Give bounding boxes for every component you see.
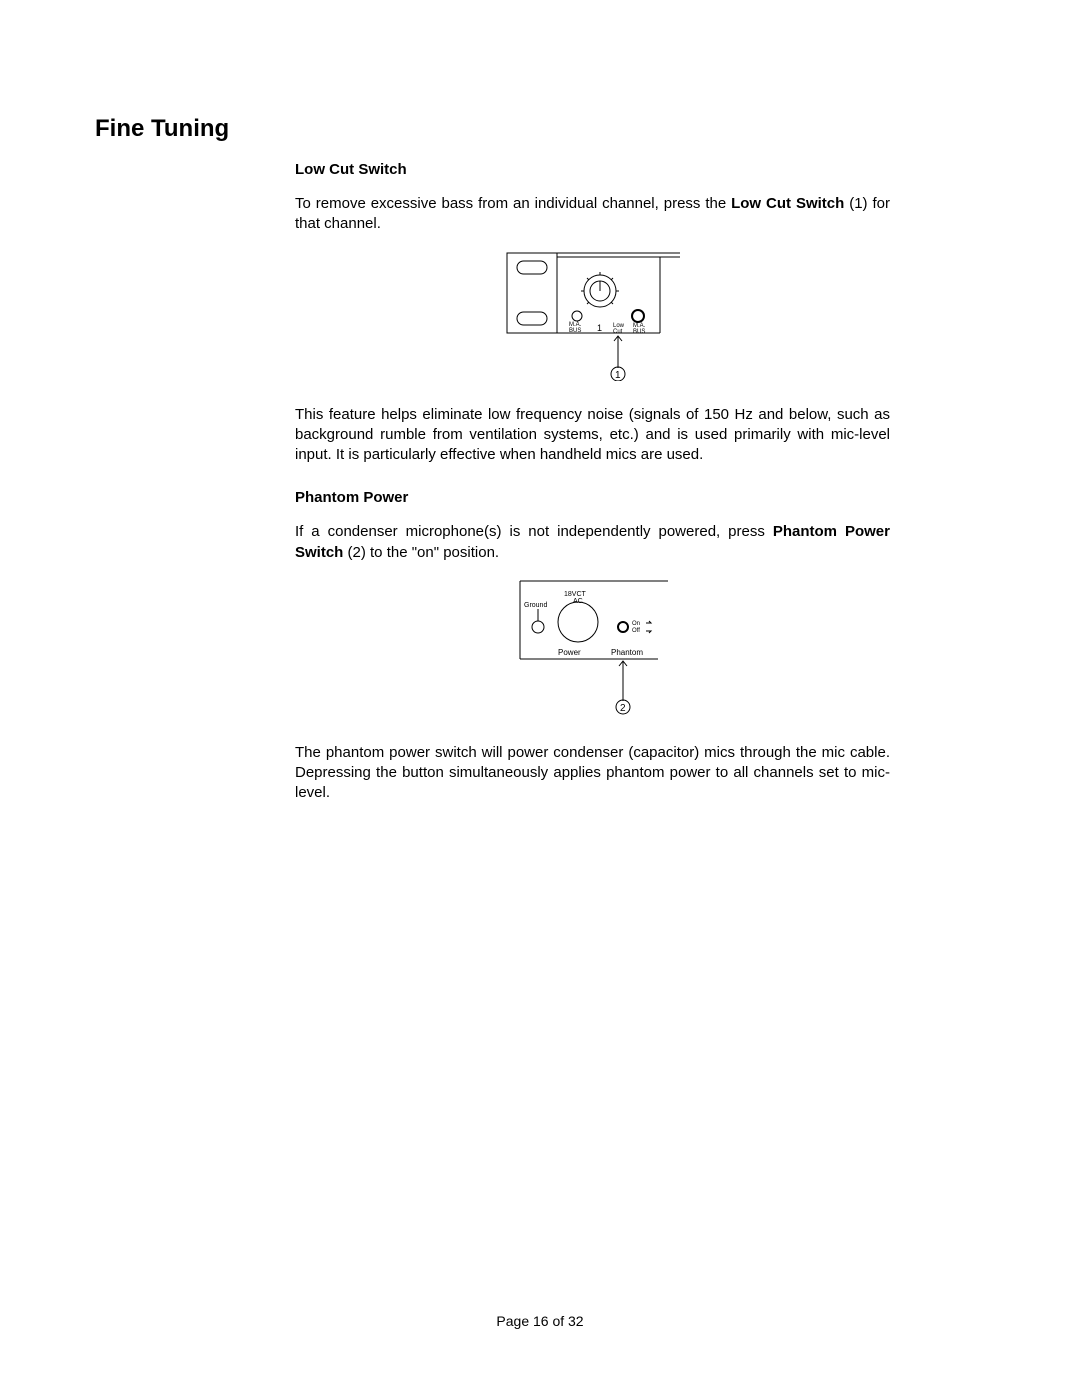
d2-lbl-power: Power (558, 648, 581, 657)
d2-callout: 2 (620, 703, 626, 714)
d2-lbl-on: On (632, 621, 640, 627)
diagram2: 18VCT AC Ground Power Phantom On Off 2 (518, 579, 668, 719)
d2-lbl-phantom: Phantom (611, 648, 643, 657)
section2-p1-a: If a condenser microphone(s) is not inde… (295, 523, 773, 540)
section1-heading: Low Cut Switch (295, 161, 890, 178)
d1-lbl-cut: Cut (613, 329, 623, 335)
content-area: Low Cut Switch To remove excessive bass … (295, 161, 890, 804)
d1-lbl-ch1: 1 (597, 323, 602, 333)
d1-lbl-bus1: BUS (569, 328, 581, 334)
page-title: Fine Tuning (95, 115, 985, 143)
section2-p2: The phantom power switch will power cond… (295, 743, 890, 804)
d1-lbl-bus2: BUS (633, 329, 645, 335)
diagram2-wrap: 18VCT AC Ground Power Phantom On Off 2 (295, 579, 890, 719)
page-footer: Page 16 of 32 (0, 1313, 1080, 1329)
d1-callout: 1 (615, 370, 621, 381)
d2-lbl-ac: AC (573, 598, 583, 605)
d2-lbl-18vct: 18VCT (564, 591, 587, 598)
d2-lbl-ground: Ground (524, 602, 547, 609)
section1-p1: To remove excessive bass from an individ… (295, 194, 890, 235)
diagram1-wrap: M.A. BUS 1 Low Cut M.A. BUS 1 (295, 251, 890, 381)
section2-heading: Phantom Power (295, 489, 890, 506)
diagram1: M.A. BUS 1 Low Cut M.A. BUS 1 (505, 251, 680, 381)
section1-p1-a: To remove excessive bass from an individ… (295, 195, 731, 212)
section2-p1: If a condenser microphone(s) is not inde… (295, 522, 890, 563)
section1-p2: This feature helps eliminate low frequen… (295, 405, 890, 466)
section2-p1-c: (2) to the "on" position. (343, 544, 499, 561)
d2-lbl-off: Off (632, 628, 640, 634)
section1-p1-b: Low Cut Switch (731, 195, 844, 212)
